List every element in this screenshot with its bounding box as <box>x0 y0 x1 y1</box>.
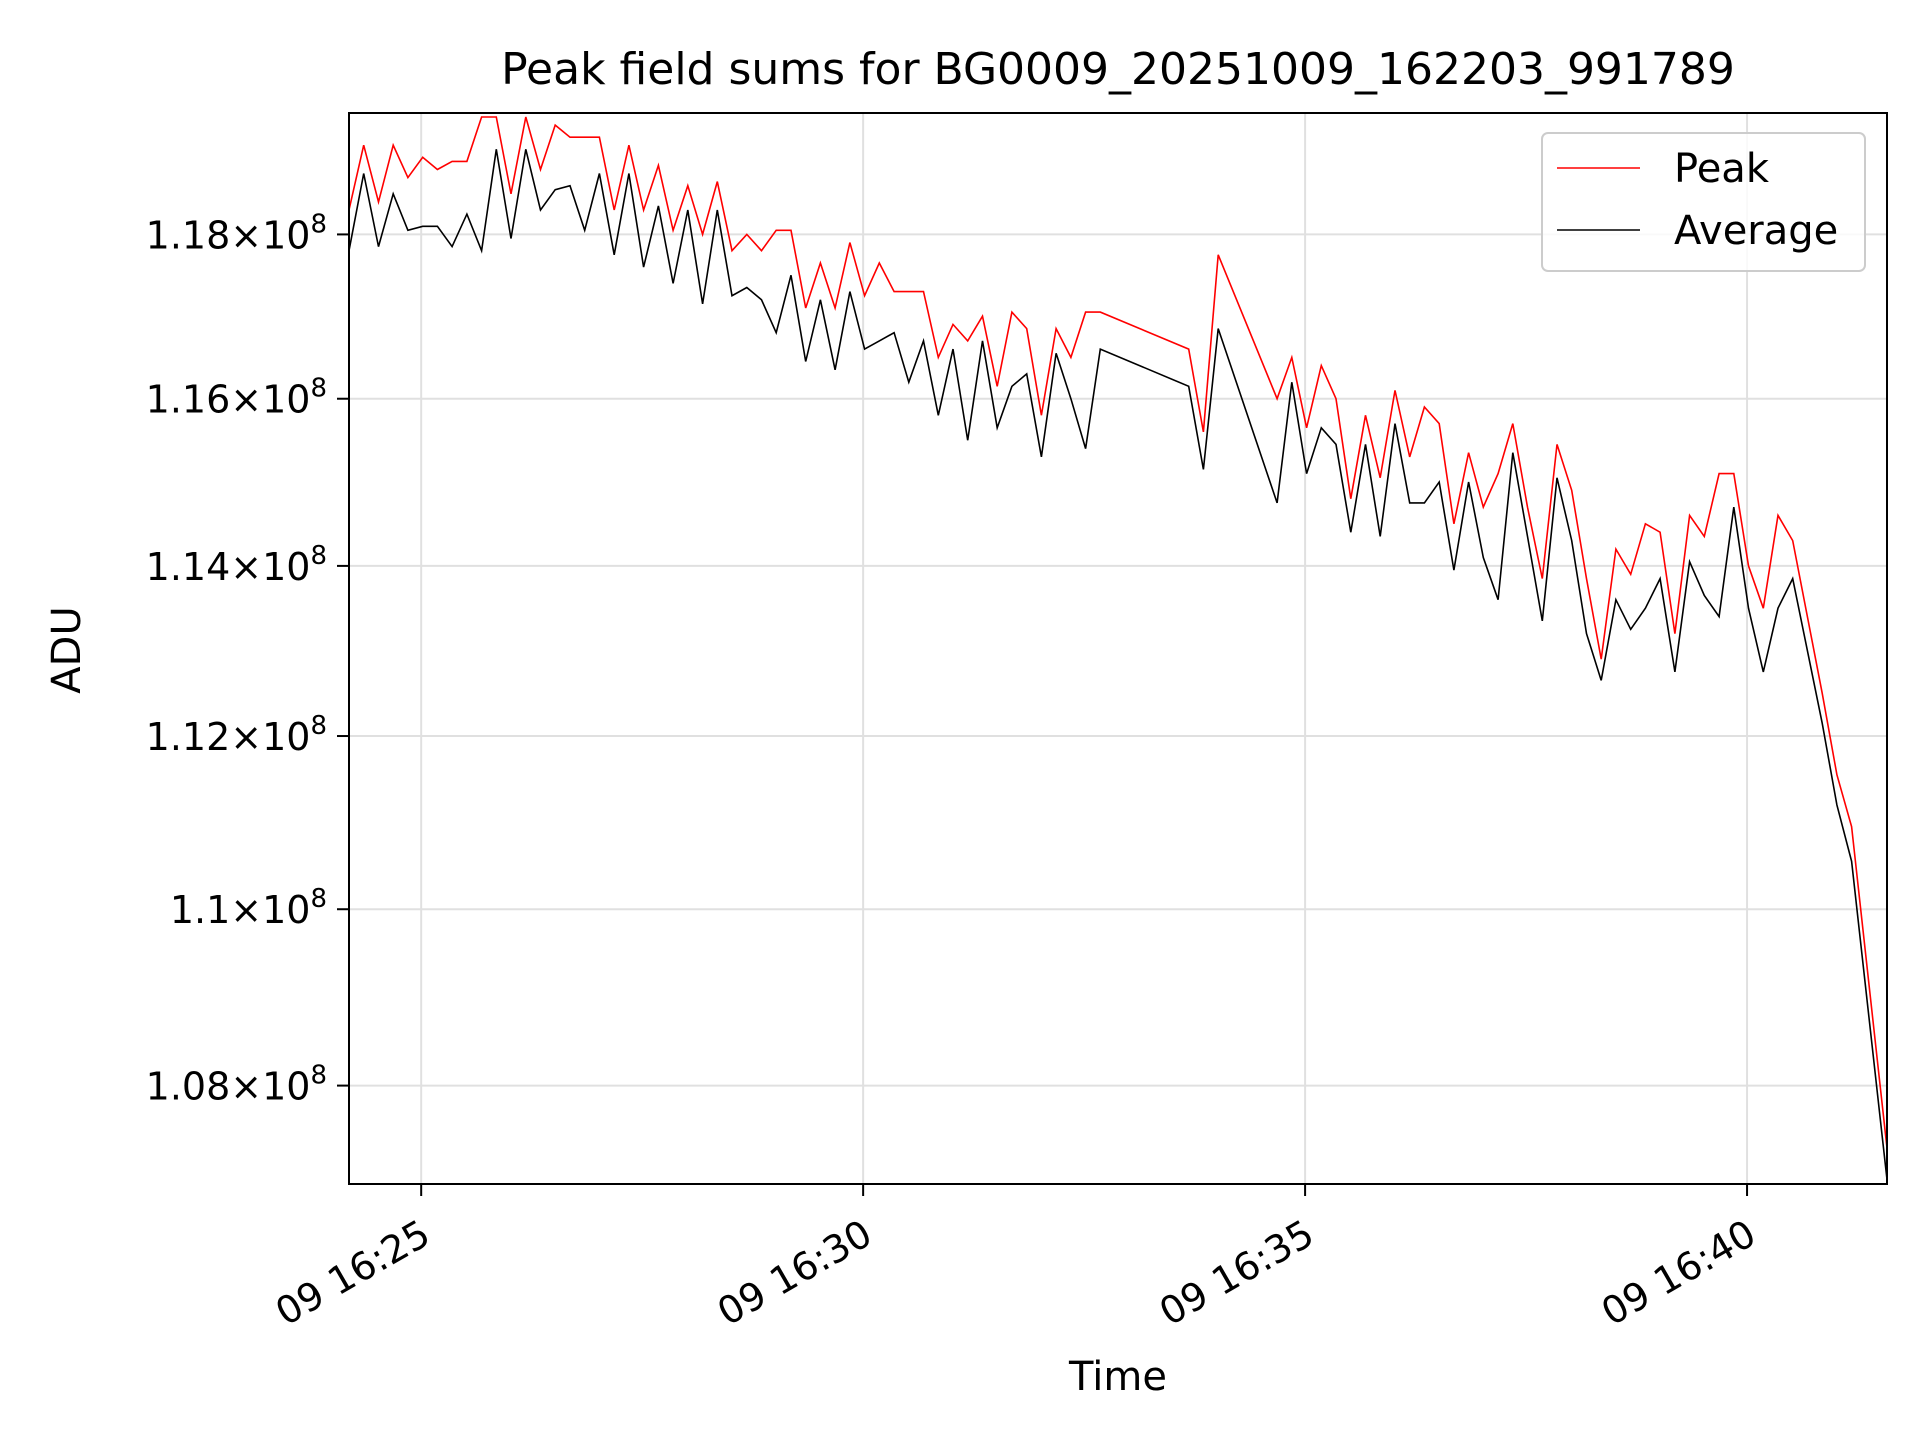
legend-label-peak: Peak <box>1674 146 1770 192</box>
y-tick-exponent: 8 <box>310 541 327 571</box>
chart-title: Peak field sums for BG0009_20251009_1622… <box>501 44 1735 95</box>
x-axis-label: Time <box>1068 1354 1167 1400</box>
y-tick-label: 1.14×108 <box>146 541 327 589</box>
plot-lines <box>349 116 1887 1180</box>
y-tick-label: 1.18×108 <box>146 209 327 257</box>
y-tick-mantissa: 1.14 <box>146 545 231 589</box>
y-tick-mantissa: 1.1 <box>170 888 230 932</box>
y-tick-mantissa: 1.18 <box>146 213 231 257</box>
legend-label-average: Average <box>1674 208 1838 254</box>
series-line-average <box>349 149 1887 1180</box>
plot-frame <box>348 112 1888 1185</box>
y-tick-label: 1.08×108 <box>146 1061 327 1109</box>
y-tick-label: 1.1×108 <box>170 884 327 932</box>
y-tick-label: 1.12×108 <box>146 711 327 759</box>
y-tick-exponent: 8 <box>310 374 327 404</box>
y-tick-exponent: 8 <box>310 711 327 741</box>
y-tick-exponent: 8 <box>310 209 327 239</box>
series-line-peak <box>349 116 1887 1149</box>
legend: Peak Average <box>1541 132 1866 272</box>
y-tick-mantissa: 1.16 <box>146 378 231 422</box>
y-axis-label: ADU <box>44 606 90 693</box>
y-tick-exponent: 8 <box>310 1061 327 1091</box>
y-axis: 1.08×1081.1×1081.12×1081.14×1081.16×1081… <box>146 209 349 1109</box>
y-tick-exponent: 8 <box>310 884 327 914</box>
y-tick-mantissa: 1.12 <box>146 715 231 759</box>
y-tick-mantissa: 1.08 <box>146 1065 231 1109</box>
y-tick-label: 1.16×108 <box>146 374 327 422</box>
